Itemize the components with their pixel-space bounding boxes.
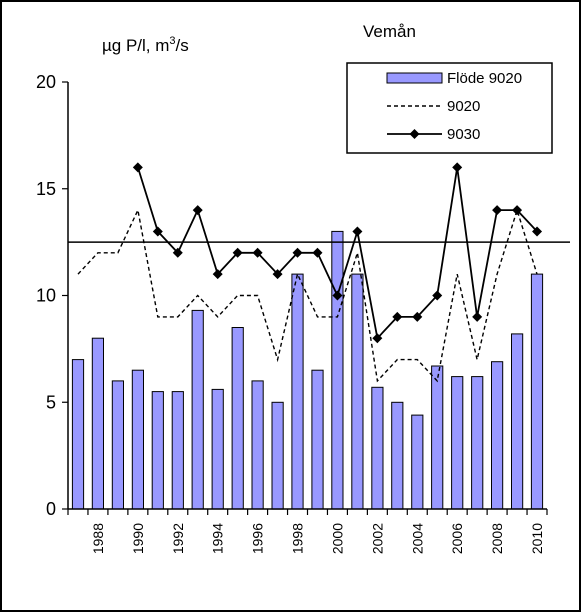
- marker-9030-2010: [532, 226, 543, 237]
- marker-9030-1992: [172, 247, 183, 258]
- bar-1990: [131, 369, 145, 510]
- y-axis-label: µg P/l, m3/s: [102, 35, 189, 55]
- bar-2007: [471, 376, 484, 510]
- x-tick-label-2002: 2002: [369, 523, 385, 554]
- marker-9030-2000: [332, 290, 343, 301]
- x-tick-label-2006: 2006: [449, 523, 465, 554]
- chart-title: Vemån: [363, 22, 416, 41]
- legend: Flöde 9020 9020 9030: [346, 62, 553, 154]
- marker-9030-1998: [292, 247, 303, 258]
- legend-swatch-marker: [409, 129, 420, 139]
- bar-1993: [191, 309, 204, 510]
- marker-9030-2005: [432, 290, 443, 301]
- x-tick-label-2000: 2000: [329, 523, 345, 554]
- marker-9030-1997: [272, 269, 283, 280]
- x-tick-label-1996: 1996: [250, 523, 266, 554]
- bar-1999: [311, 369, 324, 510]
- bar-1997: [271, 401, 284, 510]
- bar-1989: [111, 380, 125, 510]
- line-group: [77, 162, 543, 383]
- x-tick-label-2004: 2004: [409, 523, 425, 554]
- x-tick-label-1994: 1994: [210, 523, 226, 554]
- y-tick-label-20: 20: [36, 72, 56, 92]
- x-tick-label-1998: 1998: [290, 523, 306, 554]
- bar-group: [71, 230, 544, 510]
- bar-1994: [211, 388, 224, 510]
- x-tick-label-2010: 2010: [529, 523, 545, 554]
- bar-2001: [351, 273, 364, 510]
- bar-2005: [431, 365, 444, 510]
- marker-9030-1996: [252, 247, 263, 258]
- legend-swatch-bar: [386, 72, 443, 84]
- bar-2009: [511, 333, 524, 510]
- legend-label: 9020: [447, 98, 480, 115]
- marker-9030-1993: [192, 205, 203, 216]
- y-tick-label-15: 15: [36, 179, 56, 199]
- marker-9030-2007: [472, 311, 483, 322]
- x-tick-label-1988: 1988: [90, 523, 106, 554]
- marker-9030-2001: [352, 226, 363, 237]
- legend-label: Flöde 9020: [447, 70, 522, 87]
- legend-box: [346, 62, 553, 154]
- marker-9030-2003: [392, 311, 403, 322]
- marker-9030-2008: [492, 205, 503, 216]
- marker-9030-1999: [312, 247, 323, 258]
- marker-9030-1990: [132, 162, 143, 173]
- marker-9030-1994: [212, 269, 223, 280]
- bar-1998: [291, 273, 304, 510]
- series-line-9020: [77, 207, 538, 383]
- marker-9030-1991: [152, 226, 163, 237]
- x-tick-label-1992: 1992: [170, 523, 186, 554]
- bar-1996: [251, 380, 264, 510]
- bar-1992: [171, 391, 184, 510]
- marker-9030-2004: [412, 311, 423, 322]
- marker-9030-1995: [232, 247, 243, 258]
- bar-2010: [530, 273, 544, 510]
- bar-2002: [371, 386, 384, 510]
- bar-2008: [491, 361, 504, 510]
- legend-label: 9030: [447, 126, 480, 143]
- marker-9030-2009: [512, 205, 523, 216]
- x-tick-label-1990: 1990: [130, 523, 146, 554]
- bar-1988: [91, 337, 105, 510]
- y-tick-label-10: 10: [36, 286, 56, 306]
- x-tick-label-2008: 2008: [489, 523, 505, 554]
- y-tick-label-5: 5: [46, 392, 56, 412]
- bar-2003: [391, 401, 404, 510]
- bar-1995: [231, 327, 244, 510]
- y-tick-label-0: 0: [46, 499, 56, 519]
- marker-9030-2006: [452, 162, 463, 173]
- y-axis-label-superscript: 3: [169, 35, 175, 47]
- bar-2006: [451, 376, 464, 510]
- axes: 0 5 10 15 20 1988 1990 1992 1994 1996 1998 2000 2002…: [36, 72, 548, 554]
- bar-1991: [151, 391, 164, 510]
- bar-1987: [71, 359, 85, 510]
- bar-2004: [411, 414, 424, 510]
- bar-2000: [331, 230, 344, 510]
- marker-9030-2002: [372, 333, 383, 344]
